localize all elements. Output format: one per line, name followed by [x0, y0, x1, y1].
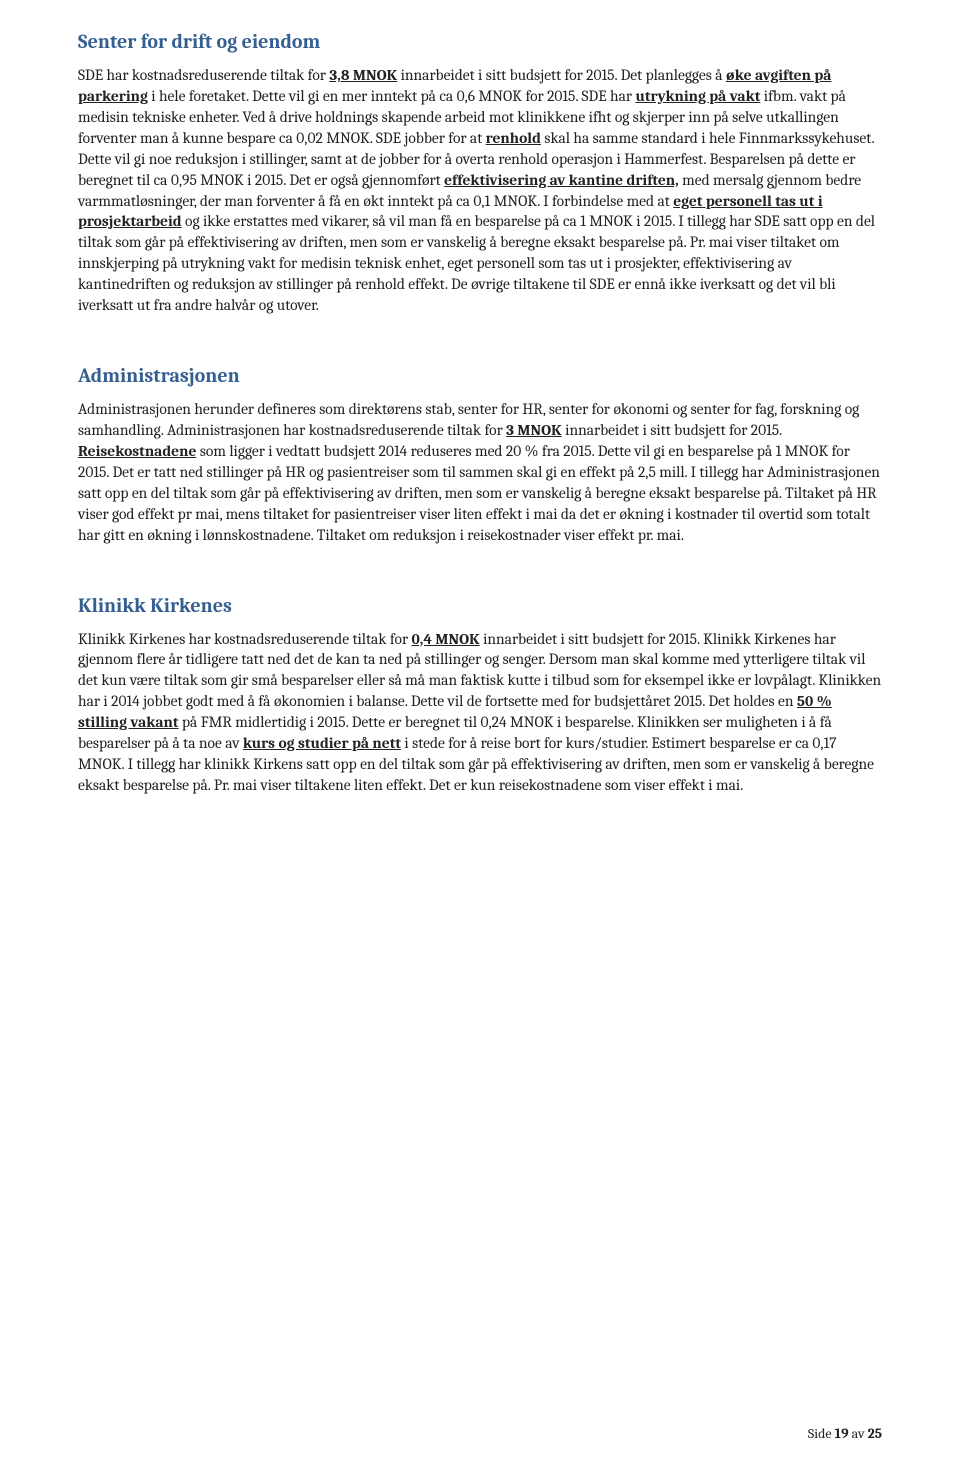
section-body-sde: SDE har kostnadsreduserende tiltak for 3…: [78, 65, 882, 316]
emphasis: utrykning på vakt: [635, 87, 760, 105]
emphasis: kurs og studier på nett: [243, 734, 401, 752]
emphasis: 3 MNOK: [506, 421, 562, 439]
emphasis: 3,8 MNOK: [329, 66, 397, 84]
text: i hele foretaket. Dette vil gi en mer in…: [148, 87, 636, 105]
footer-page-total: 25: [868, 1425, 882, 1442]
text: og ikke erstattes med vikarer, så vil ma…: [78, 212, 875, 314]
section-heading-admin: Administrasjonen: [78, 362, 882, 389]
text: Klinikk Kirkenes har kostnadsreduserende…: [78, 630, 412, 648]
emphasis: 0,4 MNOK: [412, 630, 480, 648]
text: innarbeidet i sitt budsjett for 2015.: [562, 421, 782, 439]
footer-page-current: 19: [835, 1425, 849, 1442]
footer-mid: av: [849, 1425, 868, 1442]
section-body-kirkenes: Klinikk Kirkenes har kostnadsreduserende…: [78, 629, 882, 796]
emphasis: effektivisering av kantine driften,: [444, 171, 679, 189]
section-body-admin: Administrasjonen herunder defineres som …: [78, 399, 882, 545]
footer-pre: Side: [808, 1425, 835, 1442]
page-footer: Side 19 av 25: [808, 1425, 882, 1444]
text: som ligger i vedtatt budsjett 2014 redus…: [78, 442, 880, 544]
text: innarbeidet i sitt budsjett for 2015. De…: [397, 66, 726, 84]
emphasis: Reisekostnadene: [78, 442, 196, 460]
emphasis: renhold: [486, 129, 541, 147]
section-heading-sde: Senter for drift og eiendom: [78, 28, 882, 55]
section-heading-kirkenes: Klinikk Kirkenes: [78, 592, 882, 619]
text: SDE har kostnadsreduserende tiltak for: [78, 66, 329, 84]
